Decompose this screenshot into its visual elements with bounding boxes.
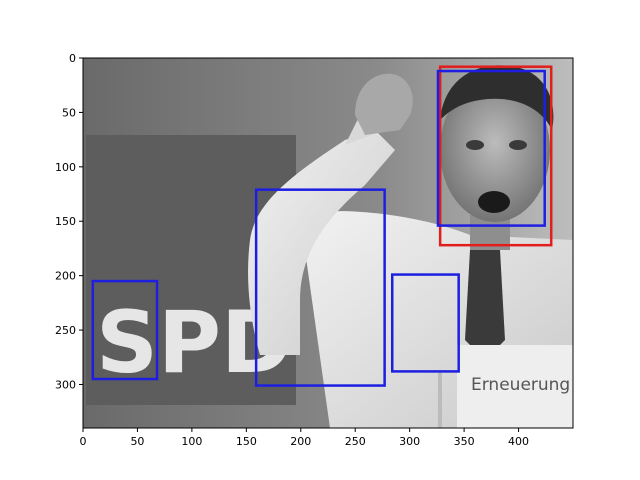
tie-box: [390, 273, 460, 373]
x-tick-label: 200: [290, 435, 311, 448]
hair: [440, 65, 554, 130]
podium-text: Erneuerung: [471, 375, 570, 395]
axes-frame: [82, 57, 574, 429]
x-tick-label: 400: [508, 435, 529, 448]
face-box-blue: [436, 69, 546, 227]
raised-arm: [248, 130, 395, 355]
x-tick-label: 50: [130, 435, 144, 448]
y-tick-label: 200: [55, 270, 76, 283]
x-tick-label: 0: [80, 435, 87, 448]
x-tick-label: 100: [181, 435, 202, 448]
x-tick-label: 250: [345, 435, 366, 448]
y-tick-label: 50: [62, 106, 76, 119]
spd-box: [91, 279, 159, 381]
open-mouth: [478, 191, 510, 213]
y-tick-label: 250: [55, 324, 76, 337]
y-tick-label: 0: [69, 52, 76, 65]
fist: [355, 73, 413, 135]
head: [440, 78, 550, 222]
face-box-red: [438, 65, 553, 247]
y-tick-label: 100: [55, 161, 76, 174]
arm-box: [254, 188, 386, 387]
bounding-boxes: [91, 65, 553, 387]
tie: [465, 250, 505, 360]
x-tick-label: 300: [399, 435, 420, 448]
y-tick-label: 150: [55, 215, 76, 228]
photo-image: SPD Erneuerung: [83, 58, 573, 428]
y-axis: 0 50 100 150 200 250 300: [55, 52, 83, 391]
x-tick-label: 150: [236, 435, 257, 448]
x-axis: 0 50 100 150 200 250 300 350 400: [80, 428, 529, 448]
podium-sign: [457, 345, 573, 428]
x-tick-label: 350: [454, 435, 475, 448]
y-tick-label: 300: [55, 378, 76, 391]
